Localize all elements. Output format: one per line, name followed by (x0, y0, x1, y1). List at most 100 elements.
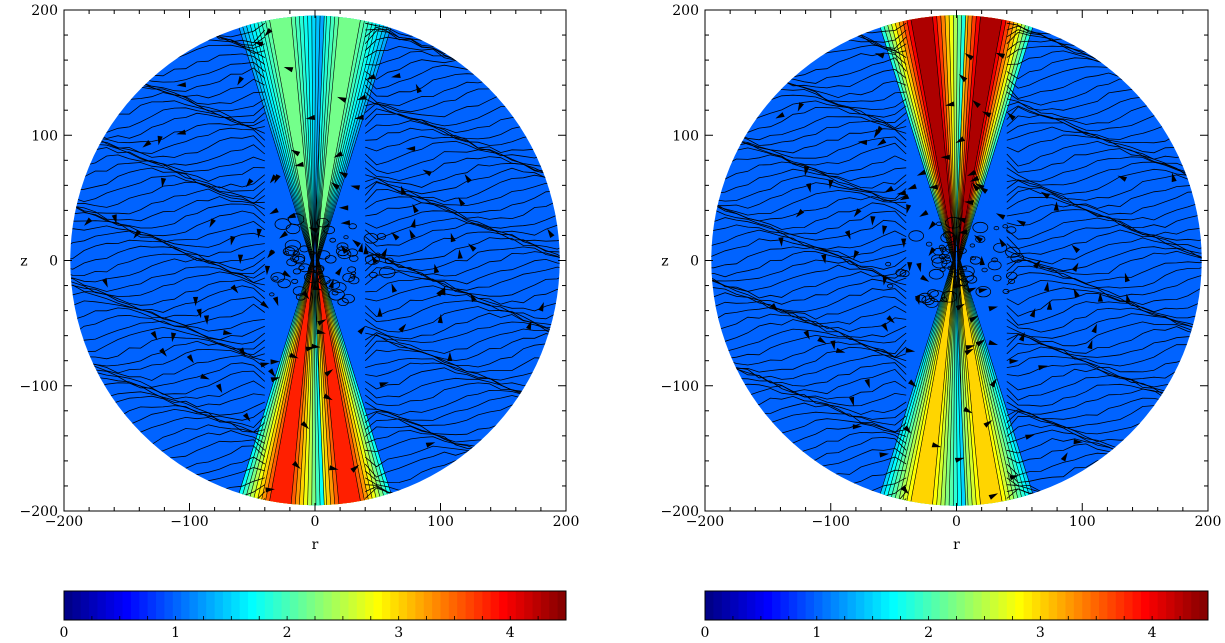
colorbar-segment (465, 591, 475, 620)
flow-arrow (975, 183, 985, 191)
vortex (313, 264, 325, 273)
flow-arrow (879, 452, 889, 458)
colorbar-segment (730, 591, 740, 620)
flow-arrow (907, 262, 913, 272)
colorbar-segment (139, 591, 149, 620)
flow-arrow (972, 99, 981, 108)
chart-panel-1: −200−200 −100 −100 0 0 100 100 200 200 r z 0 1 2 3 4 (20, 3, 580, 641)
vortex (299, 245, 310, 253)
vortex (298, 263, 311, 273)
colorbar-segment (1149, 591, 1159, 620)
vortex (304, 271, 320, 283)
vortex (379, 266, 396, 279)
vortex (284, 239, 301, 252)
vortex (992, 275, 1002, 282)
vortex (291, 278, 299, 284)
streamline (70, 188, 560, 215)
jet-contour-level (315, 260, 365, 506)
vortex (269, 292, 275, 297)
y-tick-label: 100 (672, 128, 699, 144)
colorbar-tick-label: 4 (1148, 625, 1157, 641)
flow-arrow (1007, 112, 1016, 121)
vortex (283, 250, 289, 255)
flow-arrow (328, 278, 334, 289)
colorbar-segment (1157, 591, 1167, 620)
colorbar-tick-label: 0 (701, 625, 710, 641)
flow-arrow (237, 76, 244, 86)
flow-arrow (358, 242, 363, 253)
colorbar-segment (713, 591, 723, 620)
flow-arrow (405, 146, 416, 152)
colorbar-segment (482, 591, 492, 620)
flow-arrow (260, 300, 270, 309)
flow-arrow (230, 284, 239, 294)
vortex (316, 217, 330, 228)
vortex (336, 242, 349, 251)
flow-arrow (305, 114, 316, 120)
colorbar-segment (1082, 591, 1092, 620)
streamline (711, 250, 1202, 278)
vortex (364, 254, 380, 265)
flow-arrow (853, 250, 860, 260)
flow-arrow (1097, 292, 1103, 302)
vortex (349, 254, 359, 262)
vortex (342, 272, 356, 283)
flow-arrow (916, 169, 927, 176)
colorbar-segment (239, 591, 249, 620)
streamline (70, 217, 560, 243)
flow-arrow (215, 383, 223, 393)
vortex (295, 293, 306, 301)
flow-arrow (282, 270, 292, 278)
colorbar-segment (1199, 591, 1209, 620)
flow-arrow (434, 263, 440, 274)
vortex (947, 265, 954, 271)
x-tick-label: −100 (812, 514, 850, 530)
flow-arrow (857, 139, 868, 146)
colorbar-segment (822, 591, 832, 620)
flow-arrow (870, 216, 876, 226)
colorbar-segment (1006, 591, 1016, 620)
flow-arrow (953, 283, 964, 289)
flow-arrow (964, 200, 974, 206)
colorbar-segment (473, 591, 483, 620)
flow-arrow (975, 339, 985, 347)
vortex (272, 276, 279, 281)
flow-arrow (391, 283, 398, 293)
colorbar-segment (964, 591, 974, 620)
vortex (1002, 288, 1010, 294)
colorbar-segment (914, 591, 924, 620)
colorbar-segment (348, 591, 358, 620)
flow-arrow (350, 185, 360, 191)
flow-arrow (901, 238, 907, 248)
flow-arrow (437, 313, 443, 324)
x-tick-label: 0 (952, 514, 961, 530)
density-field (711, 15, 1202, 506)
colorbar: 0 1 2 3 4 (701, 590, 1209, 641)
colorbar-segment (130, 591, 140, 620)
flow-arrow (329, 465, 339, 471)
vortex (950, 271, 959, 278)
flow-arrow (269, 174, 278, 184)
flow-arrow (270, 359, 280, 365)
colorbar-segment (872, 591, 882, 620)
flow-arrow (983, 420, 993, 428)
streamline (70, 284, 560, 313)
vortex (317, 250, 331, 260)
flow-arrow (1171, 172, 1177, 183)
flow-arrow (268, 368, 276, 378)
vortex (925, 241, 933, 247)
colorbar-segment (156, 591, 165, 620)
flow-arrow (324, 369, 334, 377)
colorbar-segment (705, 591, 714, 620)
flow-arrow (1071, 262, 1079, 272)
chart-panel-2: −200−200 −100 −100 0 0 100 100 200 200 r z 0 1 2 3 4 (661, 3, 1222, 641)
flow-arrow (806, 183, 812, 193)
streamline (70, 181, 560, 208)
colorbar-segment (788, 591, 798, 620)
flow-arrow (272, 296, 279, 307)
flow-arrow (989, 378, 997, 388)
vortex (993, 242, 1008, 253)
vortex (928, 268, 944, 280)
flow-arrow (1038, 365, 1048, 371)
vortex (940, 232, 956, 244)
